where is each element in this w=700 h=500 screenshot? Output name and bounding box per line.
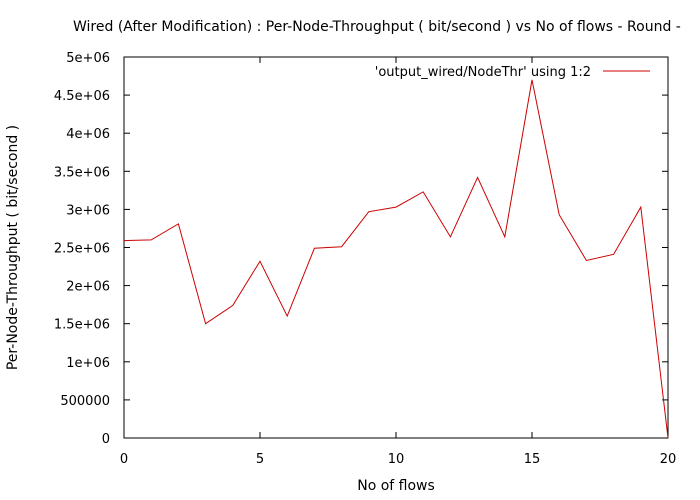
x-axis-label: No of flows (357, 478, 435, 494)
y-tick-label: 1.5e+06 (54, 318, 110, 333)
y-axis-ticks: 0 500000 1e+06 1.5e+06 2e+06 2.5e+06 3e+06 3.5e… (54, 51, 668, 447)
y-tick-label: 500000 (60, 394, 110, 409)
y-tick-label: 2e+06 (66, 280, 110, 295)
legend-label: 'output_wired/NodeThr' using 1:2 (375, 65, 591, 80)
chart-title: Wired (After Modification) : Per-Node-Th… (73, 19, 681, 35)
series-line (123, 79, 669, 439)
y-tick-label: 4e+06 (66, 127, 110, 142)
x-tick-label: 0 (120, 452, 128, 467)
x-tick-label: 20 (660, 452, 677, 467)
plot-frame (123, 56, 669, 439)
x-tick-label: 5 (256, 452, 264, 467)
y-tick-label: 3e+06 (66, 203, 110, 218)
y-axis-label: Per-Node-Throughput ( bit/second ) (5, 125, 21, 370)
y-tick-label: 5e+06 (66, 51, 110, 66)
y-tick-label: 1e+06 (66, 356, 110, 371)
x-tick-label: 10 (388, 452, 405, 467)
series-layer (123, 79, 669, 439)
y-tick-label: 3.5e+06 (54, 165, 110, 180)
y-tick-label: 4.5e+06 (54, 89, 110, 104)
y-tick-label: 0 (102, 432, 110, 447)
y-tick-label: 2.5e+06 (54, 242, 110, 257)
x-tick-label: 15 (524, 452, 541, 467)
legend: 'output_wired/NodeThr' using 1:2 (375, 65, 650, 80)
x-axis-ticks: 0 5 10 15 20 (120, 57, 676, 467)
